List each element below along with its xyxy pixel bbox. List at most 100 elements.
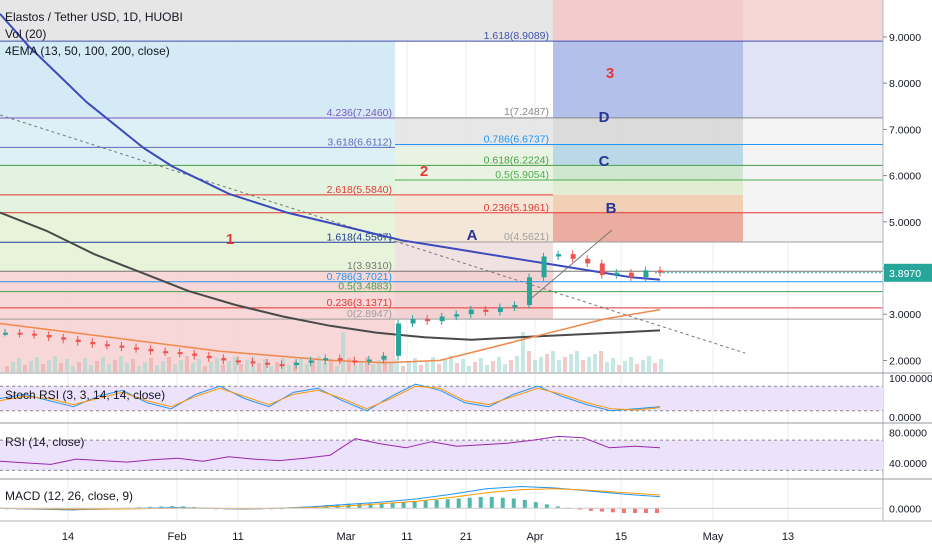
- candle-body: [614, 272, 620, 275]
- volume-bar: [593, 354, 597, 372]
- volume-legend: Vol (20): [5, 27, 47, 41]
- volume-bar: [527, 351, 531, 372]
- candle-body: [250, 361, 256, 364]
- macd-bar: [522, 499, 527, 509]
- volume-bar: [257, 363, 261, 372]
- volume-bar: [473, 362, 477, 372]
- volume-bar: [395, 359, 399, 372]
- fib-band: [395, 118, 553, 148]
- fib-label: 4.236(7.2460): [327, 107, 392, 119]
- fib-band: [553, 144, 743, 166]
- volume-bar: [467, 366, 471, 372]
- volume-bar: [263, 359, 267, 372]
- volume-bar: [101, 357, 105, 372]
- macd-bar: [467, 497, 472, 509]
- volume-bar: [167, 357, 171, 372]
- wave-labels: 1 2 3 A B C D: [226, 65, 617, 248]
- macd-bar: [445, 499, 450, 509]
- fib-label: 0.236(3.1371): [327, 297, 392, 309]
- volume-bar: [437, 364, 441, 372]
- price-tick-label: 7.0000: [889, 124, 921, 136]
- macd-bar: [379, 503, 384, 509]
- volume-bar: [149, 358, 153, 372]
- volume-bar: [275, 362, 279, 372]
- volume-bar: [383, 356, 387, 372]
- volume-bar: [47, 360, 51, 372]
- volume-bar: [311, 360, 315, 372]
- fib-band: [395, 271, 553, 320]
- signal-line: [0, 488, 661, 510]
- fib-label: 0.618(6.2224): [484, 154, 549, 166]
- rsi-legend: RSI (14, close): [5, 434, 84, 451]
- fib-band: [553, 117, 743, 145]
- volume-bar: [41, 364, 45, 372]
- volume-bar: [365, 357, 369, 372]
- rsi-band: [0, 440, 883, 471]
- fib-label: 0(4.5621): [504, 231, 549, 243]
- stoch-tick-label: 0.0000: [889, 412, 921, 424]
- volume-bar: [35, 357, 39, 372]
- fib-band: [553, 165, 743, 180]
- volume-bar: [533, 360, 537, 372]
- volume-bar: [461, 359, 465, 372]
- volume-bar: [77, 362, 81, 372]
- date-tick-label: 21: [460, 531, 472, 543]
- macd-bar: [423, 500, 428, 509]
- volume-bar: [23, 365, 27, 372]
- candle-body: [512, 304, 518, 308]
- macd-bar: [632, 508, 637, 513]
- candle-body: [192, 353, 198, 356]
- stoch-label: Stoch RSI (3, 3, 14, 14, close): [5, 388, 166, 402]
- macd-bar: [434, 499, 439, 509]
- volume-bar: [239, 364, 243, 372]
- volume-bar: [635, 364, 639, 372]
- ema-100-line: [0, 211, 661, 341]
- price-tick-label: 9.0000: [889, 32, 921, 44]
- volume-bar: [287, 365, 291, 372]
- candle-body: [90, 341, 96, 345]
- volume-bar: [359, 361, 363, 372]
- candle-body: [425, 318, 431, 322]
- trend-line: [526, 229, 613, 303]
- candle-body: [163, 351, 169, 354]
- volume-bar: [443, 360, 447, 372]
- volume-bar: [173, 364, 177, 372]
- fib-band: [395, 194, 553, 243]
- candle-body: [308, 360, 314, 363]
- volume-bar: [587, 357, 591, 372]
- date-tick-label: Apr: [526, 531, 543, 543]
- macd-bar: [500, 497, 505, 509]
- wave-label: B: [606, 200, 617, 217]
- volume-bar: [341, 332, 345, 372]
- candle-body: [585, 258, 591, 264]
- macd-bar: [544, 504, 549, 509]
- wave-label: 2: [420, 163, 428, 180]
- fib-label: 1.618(4.5567): [327, 231, 392, 243]
- fib-label: 0.5(5.9054): [495, 169, 549, 181]
- volume-bar: [83, 358, 87, 372]
- volume-bar: [551, 351, 555, 372]
- price-tick-label: 2.0000: [889, 355, 921, 367]
- candle-body: [381, 355, 387, 360]
- macd-bar: [489, 496, 494, 509]
- volume-bar: [389, 363, 393, 372]
- date-tick-label: 14: [62, 531, 74, 543]
- time-axis: 14 Feb 11 Mar 11 21 Apr 15 May 13: [62, 531, 794, 543]
- volume-bar: [611, 358, 615, 372]
- date-tick-label: Mar: [337, 531, 356, 543]
- macd-bar: [599, 508, 604, 512]
- rsi-line: [0, 435, 661, 465]
- volume-bar: [215, 358, 219, 372]
- stoch-tick-label: 100.0000: [889, 373, 932, 385]
- volume-bar: [89, 365, 93, 372]
- candle-body: [337, 358, 343, 361]
- fib-band: [743, 0, 883, 42]
- ema-legend: 4EMA (13, 50, 100, 200, close): [5, 44, 170, 58]
- volume-bar: [95, 361, 99, 372]
- fib-band: [553, 0, 743, 42]
- candle-body: [119, 345, 125, 348]
- date-tick-label: Feb: [168, 531, 187, 543]
- candles: [3, 250, 663, 369]
- macd-bar: [390, 502, 395, 509]
